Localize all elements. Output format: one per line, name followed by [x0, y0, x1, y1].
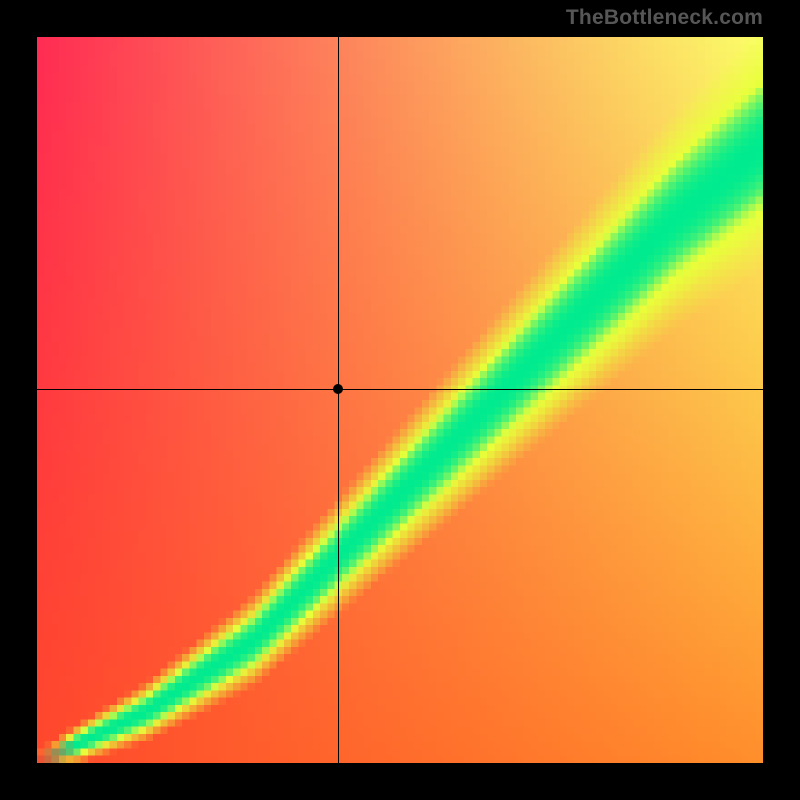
- heatmap-plot: [37, 37, 763, 763]
- watermark-text: TheBottleneck.com: [566, 6, 763, 30]
- chart-frame: TheBottleneck.com: [0, 0, 800, 800]
- data-point-marker: [333, 384, 343, 394]
- crosshair-horizontal: [37, 389, 763, 390]
- crosshair-vertical: [338, 37, 339, 763]
- heatmap-canvas: [37, 37, 763, 763]
